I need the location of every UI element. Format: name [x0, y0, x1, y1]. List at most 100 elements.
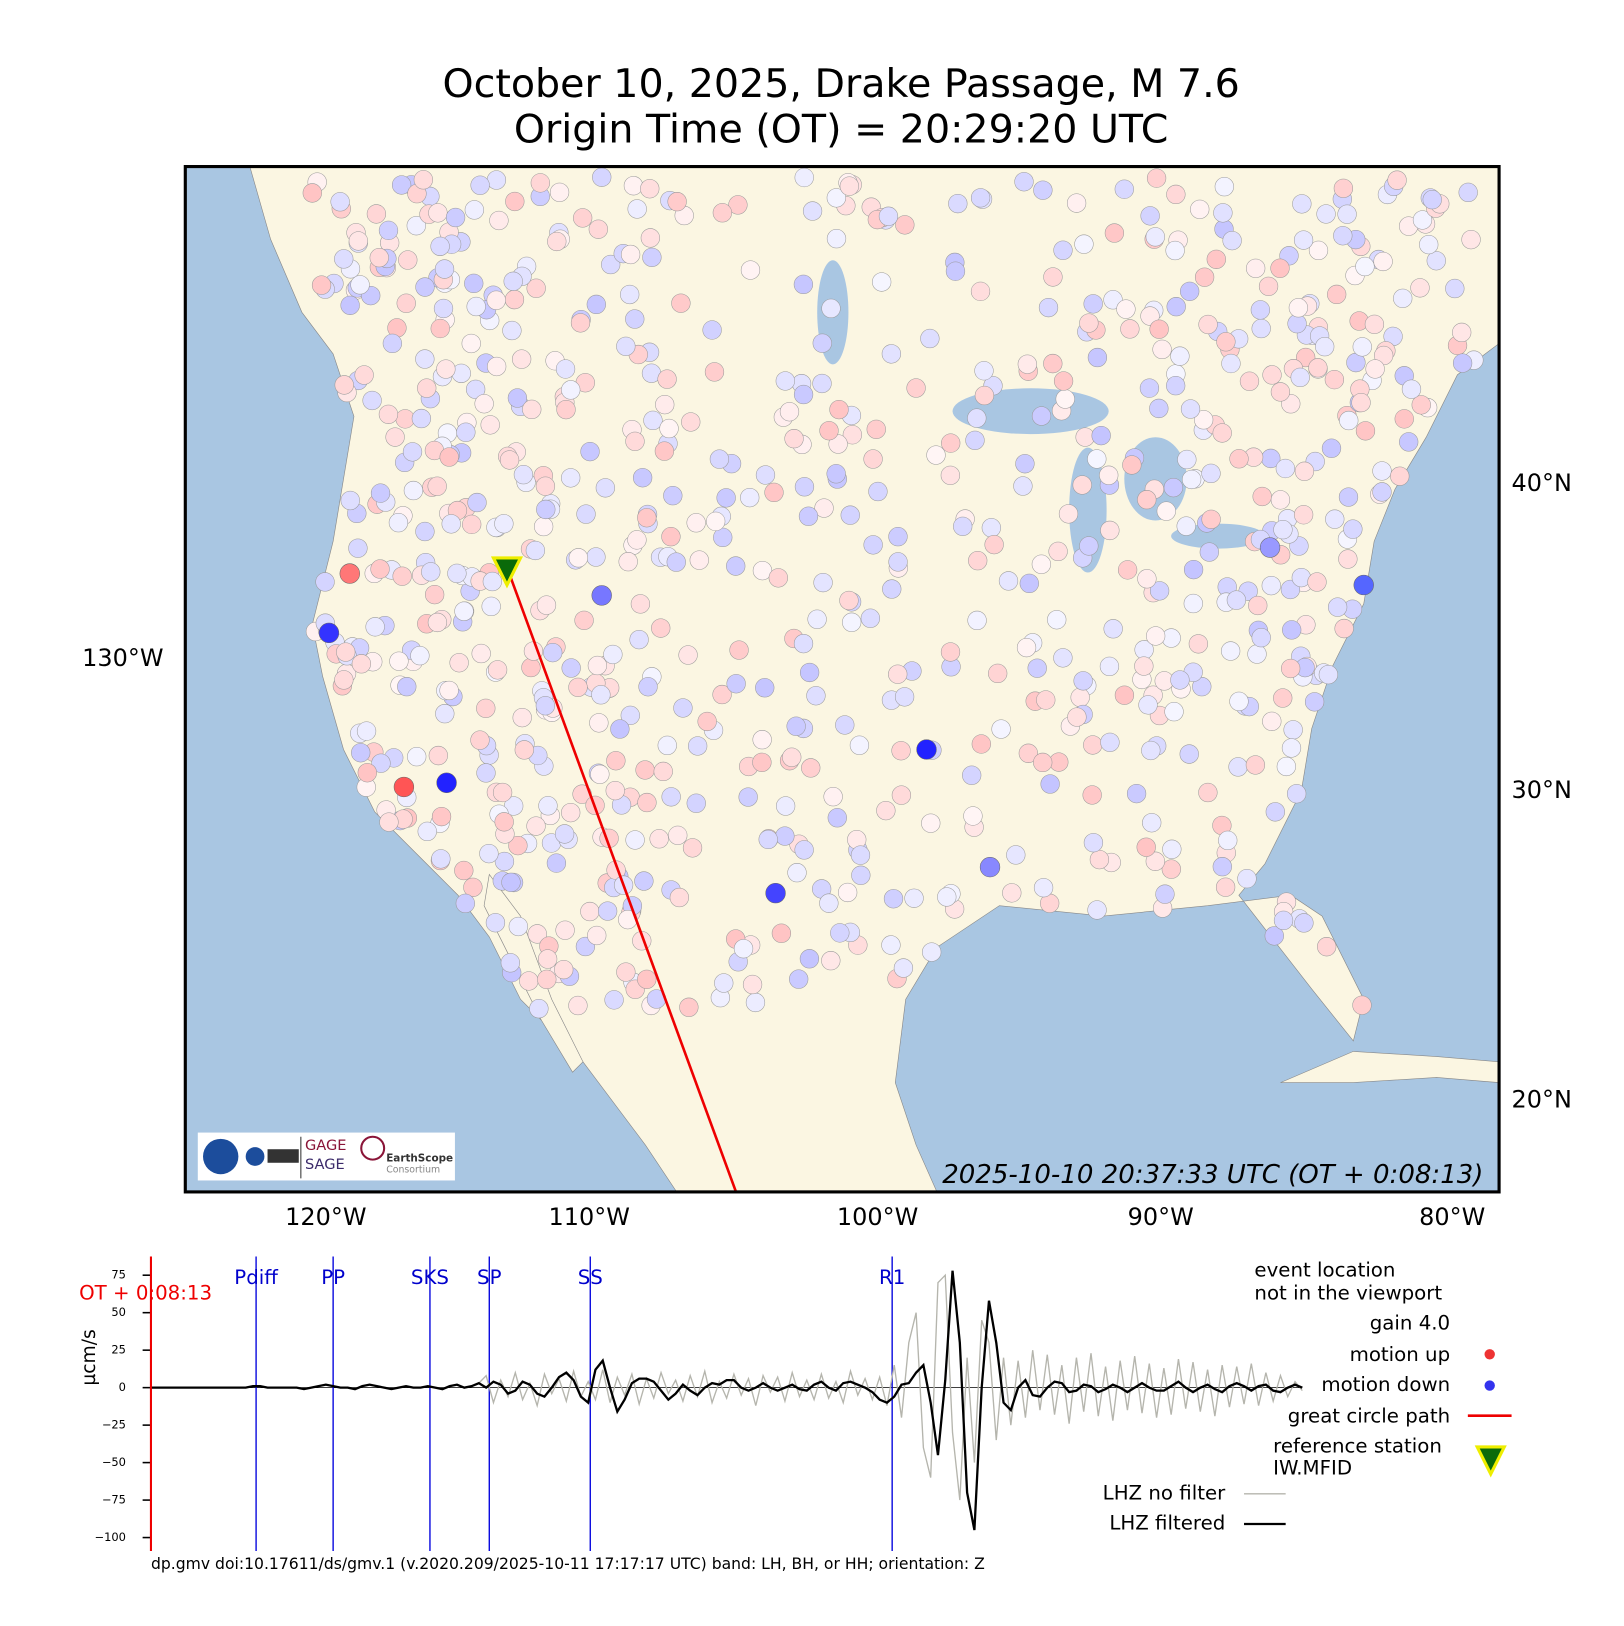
station	[807, 609, 827, 629]
station	[623, 176, 644, 196]
station	[568, 677, 588, 697]
station	[821, 298, 841, 319]
station	[814, 498, 834, 518]
station	[839, 176, 860, 196]
station	[794, 840, 814, 860]
phase-label: R1	[879, 1266, 905, 1289]
station	[637, 792, 657, 813]
station	[370, 483, 391, 503]
station	[893, 958, 914, 978]
station	[630, 594, 651, 614]
station	[1258, 276, 1279, 296]
station	[1401, 379, 1422, 399]
station	[941, 433, 961, 453]
station	[704, 362, 725, 382]
station	[508, 835, 528, 856]
station	[979, 856, 1001, 878]
station	[1083, 833, 1104, 853]
station	[1087, 900, 1107, 920]
station	[597, 901, 618, 921]
station	[591, 585, 612, 606]
station	[826, 229, 847, 249]
station	[556, 399, 576, 420]
station	[1170, 670, 1190, 690]
station	[436, 359, 456, 379]
station	[410, 646, 430, 666]
station	[1275, 458, 1295, 479]
station	[686, 513, 706, 533]
station	[1283, 720, 1303, 740]
station	[481, 596, 501, 617]
station	[1327, 597, 1348, 617]
station	[984, 534, 1004, 555]
station	[829, 399, 849, 420]
station	[388, 513, 409, 533]
station	[1215, 877, 1236, 897]
station	[1216, 332, 1236, 352]
station	[480, 415, 500, 435]
station	[407, 747, 427, 767]
station	[339, 563, 360, 584]
station	[799, 949, 820, 969]
station	[764, 482, 784, 503]
station	[620, 705, 640, 726]
station	[758, 829, 778, 850]
station	[1372, 461, 1392, 481]
station	[733, 939, 754, 959]
station	[974, 385, 995, 406]
lon-label: 90°W	[1128, 1203, 1194, 1231]
station	[895, 215, 915, 235]
station	[1264, 926, 1284, 946]
station	[471, 643, 491, 664]
logo-text: GAGE	[305, 1137, 346, 1154]
station	[1070, 687, 1090, 708]
station	[1082, 785, 1102, 805]
station	[709, 449, 730, 469]
station	[503, 271, 523, 291]
cuba	[1280, 1051, 1500, 1083]
lat-label: 20°N	[1512, 1085, 1572, 1113]
station	[351, 654, 372, 674]
station	[427, 476, 447, 496]
phase-label: Pdiff	[234, 1266, 278, 1289]
station	[379, 812, 399, 832]
station	[755, 678, 775, 698]
station	[568, 548, 589, 568]
station	[786, 716, 806, 736]
station	[1043, 267, 1063, 287]
station	[637, 508, 657, 528]
y-tick-label: 50	[111, 1305, 126, 1319]
station	[1237, 868, 1257, 889]
legend-text: not in the viewport	[1254, 1281, 1442, 1304]
phase-label: SKS	[411, 1266, 449, 1289]
station	[883, 889, 904, 909]
y-axis-label: µcm/s	[79, 1329, 100, 1385]
station	[1452, 353, 1473, 373]
station	[530, 173, 550, 193]
station	[1170, 346, 1190, 366]
legend-label: LHZ filtered	[1109, 1511, 1225, 1534]
station	[370, 559, 390, 579]
station	[1140, 206, 1160, 226]
station	[793, 633, 814, 654]
station	[1155, 884, 1175, 904]
station	[849, 735, 870, 755]
station	[627, 530, 647, 550]
station	[1166, 297, 1186, 317]
station	[671, 293, 691, 313]
ot-label: OT + 0:08:13	[79, 1281, 212, 1304]
station	[348, 538, 368, 558]
station	[378, 220, 399, 241]
station	[494, 514, 514, 534]
station	[543, 642, 563, 663]
station	[499, 450, 520, 470]
legend-text: motion down	[1321, 1373, 1450, 1396]
station	[793, 274, 814, 295]
station	[1033, 752, 1053, 773]
station	[1149, 398, 1169, 419]
station	[1038, 297, 1059, 318]
station	[1036, 690, 1056, 710]
station	[529, 999, 549, 1019]
station	[775, 826, 795, 846]
station	[427, 612, 448, 633]
